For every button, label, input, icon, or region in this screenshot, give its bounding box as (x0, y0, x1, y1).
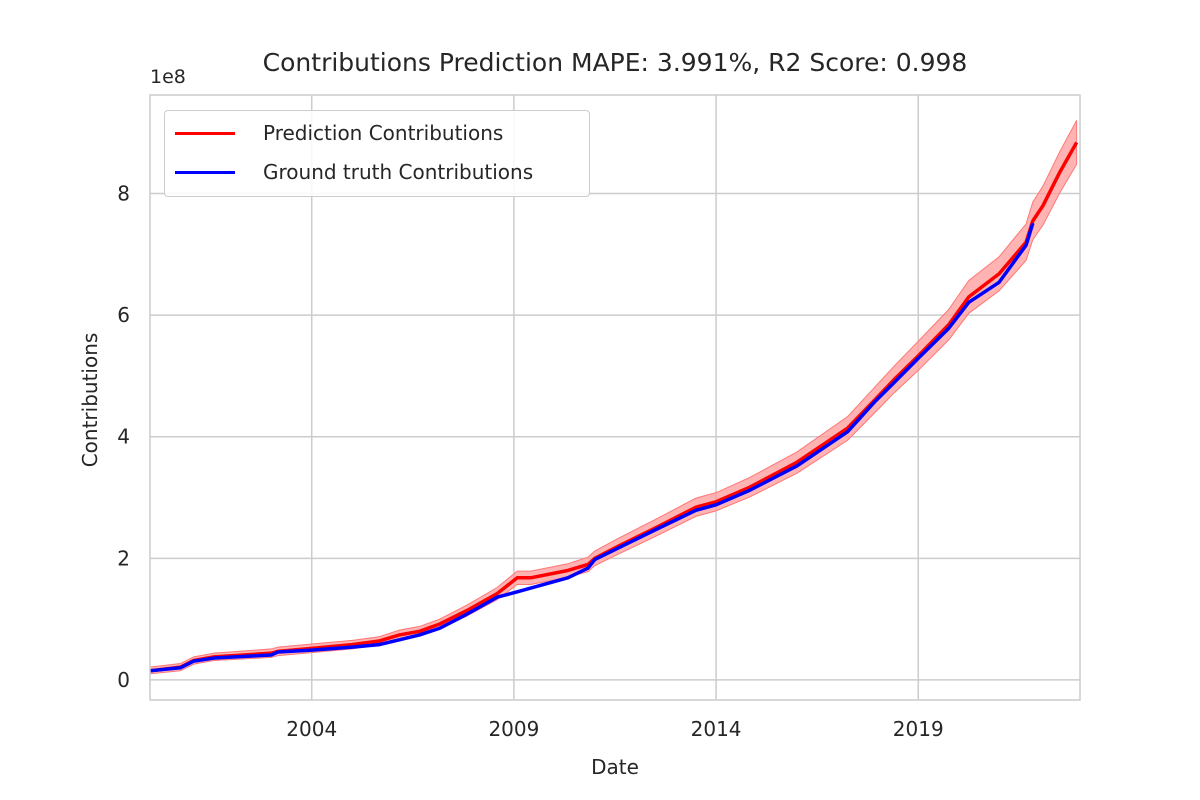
legend-swatch-ground-truth (175, 170, 235, 174)
chart-title: Contributions Prediction MAPE: 3.991%, R… (262, 48, 968, 77)
y-tick-label: 4 (117, 425, 130, 449)
y-tick-label: 6 (117, 303, 130, 327)
legend-label-ground-truth: Ground truth Contributions (263, 160, 534, 184)
x-tick-label: 2019 (893, 717, 944, 741)
legend-item-prediction: Prediction Contributions (175, 119, 503, 147)
ground-truth-line (149, 222, 1035, 673)
axes-frame (149, 94, 1081, 701)
legend-item-ground-truth: Ground truth Contributions (175, 158, 533, 186)
x-axis-label: Date (591, 755, 639, 779)
legend: Prediction Contributions Ground truth Co… (164, 110, 590, 197)
y-tick-label: 2 (117, 546, 130, 570)
x-tick-label: 2009 (488, 717, 539, 741)
legend-label-prediction: Prediction Contributions (263, 121, 504, 145)
y-tick-label: 0 (117, 668, 130, 692)
x-tick-label: 2014 (691, 717, 742, 741)
y-axis-label: Contributions (78, 332, 102, 468)
x-tick-label: 2004 (286, 717, 337, 741)
y-tick-label: 8 (117, 182, 130, 206)
y-offset-label: 1e8 (150, 66, 186, 88)
legend-swatch-prediction (175, 131, 235, 135)
